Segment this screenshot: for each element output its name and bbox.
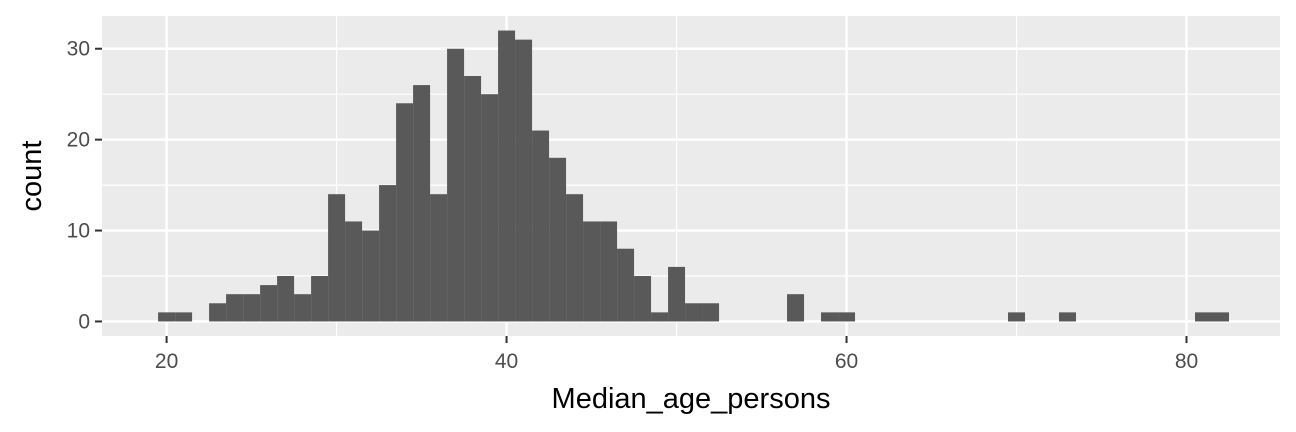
x-tick-label: 40	[495, 350, 518, 373]
y-tick-label: 10	[67, 220, 90, 243]
histogram-bar	[175, 312, 193, 322]
histogram-bar	[209, 303, 227, 322]
minor-gridlines	[102, 16, 1280, 336]
y-tick-label: 30	[67, 38, 90, 61]
histogram-bar	[702, 303, 720, 322]
histogram-bar	[396, 103, 414, 322]
histogram-bar	[311, 276, 329, 322]
histogram-bar	[362, 230, 380, 322]
x-tick-label: 20	[155, 350, 178, 373]
x-axis-title: Median_age_persons	[552, 383, 831, 415]
histogram-bar	[1212, 312, 1230, 322]
y-axis-ticks: 0 10 20 30	[67, 38, 102, 333]
histogram-bar	[1059, 312, 1077, 322]
histogram-bar	[447, 48, 465, 322]
histogram-bar	[260, 285, 278, 322]
y-tick-label: 0	[78, 310, 90, 333]
histogram-bar	[345, 221, 363, 322]
histogram-bar	[532, 130, 550, 322]
histogram-bar	[515, 39, 533, 322]
histogram-bars	[158, 30, 1230, 322]
histogram-bar	[464, 76, 482, 322]
histogram-bar	[413, 85, 431, 322]
histogram-bar	[583, 221, 601, 322]
plot-panel	[102, 16, 1280, 336]
histogram-bar	[1195, 312, 1213, 322]
y-axis-title: count	[16, 141, 48, 212]
histogram-bar	[634, 276, 652, 322]
histogram-bar	[379, 185, 397, 322]
histogram-bar	[668, 266, 686, 322]
x-tick-label: 60	[835, 350, 858, 373]
histogram-bar	[549, 157, 567, 322]
histogram-bar	[617, 248, 635, 322]
histogram-bar	[685, 303, 703, 322]
histogram-bar	[838, 312, 856, 322]
histogram-bar	[600, 221, 618, 322]
histogram-bar	[821, 312, 839, 322]
histogram-bar	[1008, 312, 1026, 322]
histogram-bar	[430, 194, 448, 322]
histogram-bar	[277, 276, 295, 322]
y-tick-label: 20	[67, 129, 90, 152]
histogram-bar	[243, 294, 261, 322]
histogram-bar	[226, 294, 244, 322]
histogram-bar	[481, 94, 499, 322]
histogram-bar	[651, 312, 669, 322]
histogram-bar	[787, 294, 805, 322]
histogram-bar	[158, 312, 176, 322]
histogram-bar	[294, 294, 312, 322]
histogram-bar	[566, 194, 584, 322]
x-tick-label: 80	[1175, 350, 1198, 373]
histogram-bar	[328, 194, 346, 322]
x-axis-ticks: 20 40 60 80	[155, 336, 1198, 373]
histogram-bar	[498, 30, 516, 322]
